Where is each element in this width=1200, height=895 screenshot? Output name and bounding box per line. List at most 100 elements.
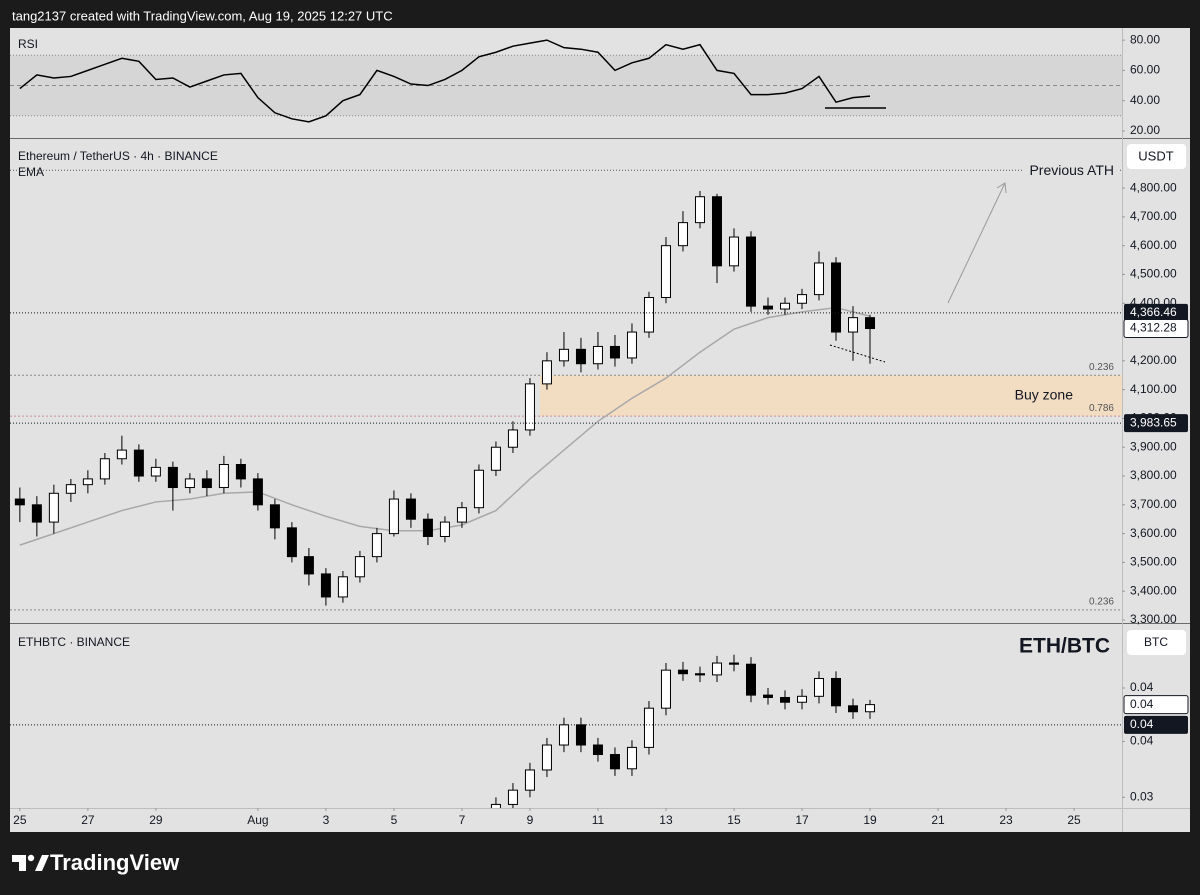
y-tick-label: 4,700.00 — [1130, 209, 1177, 223]
x-tick-label: 11 — [592, 813, 605, 827]
candle-body — [865, 704, 876, 713]
candle-body — [303, 556, 314, 575]
candle-body — [694, 196, 705, 224]
fib-label: 0.236 — [1089, 597, 1114, 608]
candle-body — [745, 236, 756, 307]
x-tick-label: 25 — [13, 813, 27, 827]
y-tick-label: 4,100.00 — [1130, 382, 1177, 396]
candle-body — [31, 504, 42, 523]
indicator-name: EMA — [18, 165, 44, 179]
y-tick-label: 4,800.00 — [1130, 180, 1177, 194]
candle-body — [320, 573, 331, 598]
candle-body — [269, 504, 280, 529]
x-tick-label: 27 — [81, 813, 95, 827]
pane-title: RSI — [18, 37, 38, 51]
pane-title: Ethereum / TetherUS · 4h · BINANCE — [18, 149, 218, 163]
y-tick-label: 0.04 — [1130, 680, 1154, 694]
candle-body — [592, 744, 603, 756]
logo — [12, 854, 49, 871]
candle-body — [711, 662, 722, 676]
axes: 80.00 60.00 40.00 20.00 4,800.00 4,700.00 4,60… — [13, 32, 1189, 827]
credit: tang2137 created with TradingView.com, A… — [12, 8, 393, 23]
x-tick-label: 9 — [527, 813, 534, 827]
candle-body — [524, 769, 535, 791]
candle-body — [371, 533, 382, 558]
y-tick-label: 40.00 — [1130, 93, 1160, 107]
candle-body — [388, 498, 399, 535]
candle-body — [422, 518, 433, 537]
candle-body — [48, 492, 59, 523]
unit[interactable]: USDT — [1138, 148, 1173, 163]
candle-body — [252, 478, 263, 506]
y-tick-label: 3,800.00 — [1130, 468, 1177, 482]
candle-body — [831, 677, 842, 707]
ath-label-bg — [1022, 161, 1118, 180]
ath-label: Previous ATH — [1029, 162, 1114, 178]
candle-body — [626, 331, 637, 359]
candle-body — [865, 317, 876, 330]
candle-body — [814, 262, 825, 296]
candle-body — [490, 803, 501, 808]
candle-body — [831, 262, 842, 333]
candle-body — [677, 669, 688, 675]
candle-body — [575, 348, 586, 365]
candle-body — [116, 449, 127, 460]
y-tick-label: 4,200.00 — [1130, 353, 1177, 367]
x-tick-label: 19 — [863, 813, 877, 827]
candle-body — [286, 527, 297, 558]
x-tick-label: 17 — [795, 813, 809, 827]
y-tick-label: 4,600.00 — [1130, 238, 1177, 252]
arrow-head — [996, 182, 1007, 194]
candle-body — [218, 464, 229, 489]
zone-label: Buy zone — [1015, 386, 1074, 402]
arrow — [947, 182, 1006, 304]
candle-body — [337, 576, 348, 598]
y-tick-label: 3,500.00 — [1130, 555, 1177, 569]
candle-body — [660, 245, 671, 298]
price-label-box — [1124, 303, 1188, 322]
candle-body — [473, 469, 484, 509]
candle-body — [848, 317, 859, 333]
x-tick-label: 15 — [727, 813, 741, 827]
candle-body — [99, 458, 110, 480]
pane-label: ETH/BTC — [1019, 635, 1110, 658]
candle-body — [524, 383, 535, 431]
price-label-box — [1124, 715, 1188, 734]
x-tick-label: 13 — [659, 813, 673, 827]
rsi-line — [19, 39, 871, 123]
x-tick-label: Aug — [247, 813, 268, 827]
candle-body — [541, 744, 552, 771]
candle-body — [677, 222, 688, 247]
x-tick-label: 29 — [149, 813, 163, 827]
y-tick-label: 0.03 — [1130, 789, 1154, 803]
candle-body — [728, 236, 739, 267]
y-tick-label: 60.00 — [1130, 63, 1160, 77]
unit-box[interactable] — [1127, 630, 1186, 655]
y-tick-label: 3,900.00 — [1130, 439, 1177, 453]
unit[interactable]: BTC — [1144, 635, 1168, 649]
unit-box[interactable] — [1127, 144, 1186, 169]
candle-body — [14, 498, 25, 506]
candle-body — [235, 464, 246, 480]
price-label: 0.04 — [1130, 717, 1154, 731]
candle-body — [643, 296, 654, 333]
candle-body — [541, 360, 552, 385]
candle-body — [762, 305, 773, 310]
x-tick-label: 25 — [1067, 813, 1081, 827]
candle-body — [201, 478, 212, 489]
price-pane: Buy zone 0.236 0.786 0.236 Previous ATH — [10, 161, 1122, 611]
candle-body — [626, 746, 637, 770]
brand: TradingView — [50, 850, 180, 875]
price-label-box — [1124, 414, 1188, 433]
trend-drawing — [829, 344, 886, 363]
candle-body — [167, 466, 178, 489]
candle-body — [439, 521, 450, 537]
chart-area — [10, 28, 1190, 832]
y-tick-label: 3,600.00 — [1130, 526, 1177, 540]
price-label-box — [1123, 695, 1189, 715]
price-label: 4,312.28 — [1130, 321, 1177, 335]
candle-body — [660, 669, 671, 709]
candle-body — [643, 707, 654, 748]
